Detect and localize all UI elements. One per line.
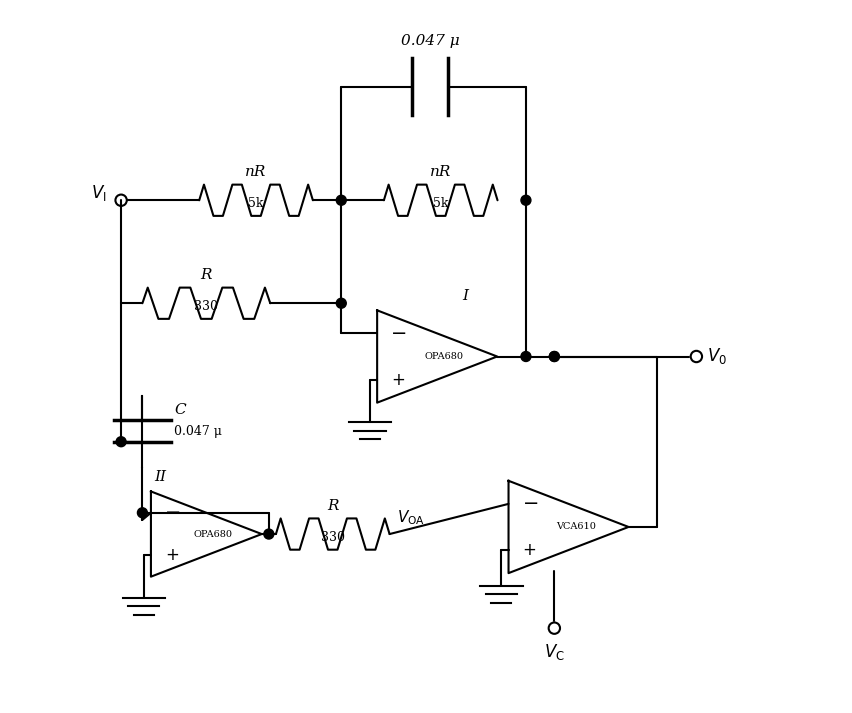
Text: +: +	[522, 541, 536, 559]
Text: 330: 330	[194, 299, 218, 313]
Circle shape	[336, 298, 346, 308]
Circle shape	[521, 352, 530, 361]
Text: OPA680: OPA680	[193, 530, 233, 538]
Text: R: R	[200, 268, 212, 282]
Text: II: II	[154, 471, 166, 484]
Circle shape	[549, 352, 559, 361]
Text: 330: 330	[320, 530, 344, 543]
Text: −: −	[522, 494, 538, 513]
Circle shape	[137, 508, 147, 518]
Text: −: −	[165, 503, 181, 522]
Text: $V_{\rm OA}$: $V_{\rm OA}$	[396, 508, 424, 527]
Text: $V_{\rm I}$: $V_{\rm I}$	[91, 183, 106, 203]
Text: C: C	[174, 403, 186, 417]
Circle shape	[336, 195, 346, 205]
Text: nR: nR	[429, 165, 451, 179]
Text: nR: nR	[245, 165, 267, 179]
Circle shape	[263, 529, 273, 539]
Text: 5k: 5k	[248, 197, 263, 210]
Text: +: +	[391, 371, 405, 389]
Text: +: +	[165, 546, 179, 565]
Text: −: −	[391, 324, 407, 343]
Circle shape	[549, 352, 559, 361]
Circle shape	[521, 195, 530, 205]
Text: $V_{\rm 0}$: $V_{\rm 0}$	[706, 347, 726, 366]
Text: 0.047 μ: 0.047 μ	[174, 424, 222, 438]
Text: 5k: 5k	[433, 197, 448, 210]
Circle shape	[116, 437, 126, 447]
Text: I: I	[462, 289, 468, 303]
Text: VCA610: VCA610	[555, 523, 595, 531]
Text: $V_{\rm C}$: $V_{\rm C}$	[544, 642, 564, 662]
Text: OPA680: OPA680	[424, 352, 463, 361]
Text: R: R	[326, 499, 338, 513]
Text: 0.047 μ: 0.047 μ	[400, 34, 459, 48]
